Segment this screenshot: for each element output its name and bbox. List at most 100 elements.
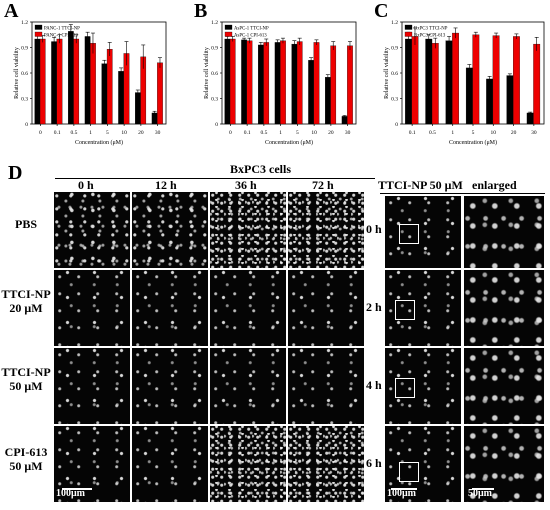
chart-a-bar-0-6 (135, 92, 141, 125)
chart-b-ytick-label-1: 0.3 (211, 97, 218, 103)
chart-c-legend-swatch-0 (404, 24, 413, 30)
row-label-pbs: PBS (0, 217, 52, 231)
chart-a-xtick-label-5: 10 (121, 130, 127, 136)
chart-b-xtick-label-6: 20 (328, 130, 334, 136)
micro-ttci50-72h (288, 348, 364, 424)
right-time-6h: 6 h (366, 456, 382, 470)
roi-box-4h (395, 378, 415, 398)
chart-b-ytick-label-0: 0 (215, 122, 218, 128)
chart-b-bar-0-4 (291, 43, 298, 125)
chart-c-legend-label-1: BxPC3 CPI-613 (414, 34, 446, 39)
chart-c-bar-0-0 (405, 38, 412, 125)
micro-pbs-12h (132, 192, 208, 268)
chart-a-xtick-label-4: 5 (106, 130, 109, 136)
chart-c-bar-0-1 (425, 38, 433, 125)
row-label-ttci-20-line2: 20 μM (9, 301, 43, 315)
roi-box-0h (399, 224, 419, 244)
micro-enlarged-4h (464, 348, 544, 424)
chart-b-panel-letter: B (194, 0, 207, 22)
chart-c-bar-1-4 (492, 35, 500, 125)
right-time-0h: 0 h (366, 222, 382, 236)
chart-b-xtick-label-1: 0.1 (244, 130, 251, 136)
chart-a-bar-1-2 (73, 38, 80, 125)
row-label-cpi-50: CPI-613 50 μM (0, 445, 52, 473)
chart-c-xtick-label-0: 0.1 (409, 130, 416, 136)
row-label-cpi-50-line2: 50 μM (9, 459, 43, 473)
chart-b-bar-1-7 (347, 45, 353, 125)
chart-a-bar-0-0 (34, 38, 41, 125)
chart-b-xtick-label-5: 10 (311, 130, 317, 136)
chart-b-legend-label-1: AsPC-1 CPI-613 (234, 34, 267, 39)
chart-a-legend-swatch-0 (34, 24, 43, 30)
chart-b-xtick-label-4: 5 (296, 130, 299, 136)
chart-a-panel-letter: A (4, 0, 19, 22)
micro-cpi50-12h (132, 426, 208, 502)
chart-b-bar-1-4 (296, 41, 303, 125)
chart-b-bar-0-1 (241, 39, 247, 125)
scalebar-line-2 (391, 488, 417, 490)
chart-b-bar-1-1 (246, 40, 253, 125)
row-label-pbs-line1: PBS (14, 217, 37, 231)
chart-c-xtick-label-2: 1 (451, 130, 454, 136)
chart-c-bar-1-5 (513, 36, 520, 125)
micro-pbs-36h (210, 192, 286, 268)
row-label-ttci-20: TTCI-NP 20 μM (0, 287, 52, 315)
panel-d: D BxPC3 cells 0 h 12 h 36 h 72 h TTCI-NP… (0, 160, 550, 510)
chart-c-ytick-label-0: 0 (395, 122, 398, 128)
chart-b-legend-label-0: AsPC-1 TTCI-NP (234, 27, 269, 32)
chart-a-ytick-label-3: 0.9 (21, 46, 28, 52)
chart-b-bar-0-3 (274, 42, 281, 125)
micro-cpi50-0h: 100μm (54, 426, 130, 502)
chart-c-xtick-label-3: 5 (472, 130, 475, 136)
micro-cpi50-36h (210, 426, 286, 502)
chart-c-panel-letter: C (374, 0, 388, 22)
chart-a-ytick-label-1: 0.3 (21, 97, 28, 103)
row-label-ttci-50-line2: 50 μM (9, 379, 43, 393)
row-label-ttci-50: TTCI-NP 50 μM (0, 365, 52, 393)
chart-b-xtick-label-0: 0 (229, 130, 232, 136)
chart-b-ytick-label-4: 1.2 (211, 20, 218, 26)
chart-c-xtick-label-5: 20 (511, 130, 517, 136)
row-label-ttci-50-line1: TTCI-NP (1, 365, 51, 379)
right-panel-title: TTCI-NP 50 μM (378, 178, 463, 192)
chart-c-legend-label-0: BxPC3 TTCI-NP (414, 27, 448, 32)
chart-b-bar-1-0 (229, 38, 236, 125)
time-header-36: 36 h (235, 178, 257, 192)
chart-a-bar-1-4 (106, 49, 113, 125)
chart-a-xtick-label-6: 20 (138, 130, 144, 136)
chart-c-xtick-label-4: 10 (491, 130, 497, 136)
micro-pbs-0h (54, 192, 130, 268)
right-rule (380, 193, 545, 194)
micro-enlarged-0h (464, 196, 544, 268)
chart-c-xlabel: Concentration (μM) (449, 139, 497, 146)
chart-c-bar-1-1 (431, 43, 439, 125)
chart-c-bar-0-2 (445, 40, 453, 125)
chart-c-bar-1-0 (411, 36, 419, 125)
micro-ttci50-tl-6h: 100μm (385, 426, 461, 502)
micro-enlarged-2h (464, 270, 544, 346)
chart-b-bar-0-0 (224, 38, 231, 125)
chart-c-bar-1-6 (533, 43, 541, 125)
chart-a-legend-swatch-1 (34, 31, 43, 37)
chart-b-xtick-label-2: 0.5 (260, 130, 267, 136)
chart-a-ytick-label-2: 0.6 (21, 71, 28, 77)
roi-box-6h (399, 462, 419, 482)
title-rule (55, 178, 375, 179)
chart-a-bar-1-3 (90, 43, 96, 125)
chart-c-xtick-label-6: 30 (531, 130, 537, 136)
chart-a-bar-0-4 (101, 63, 108, 125)
viability-charts: A 0 0.3 0.6 0.9 1.2 Relative cell viability 0 0.… (4, 0, 545, 146)
chart-a-bar-0-1 (51, 41, 57, 125)
chart-b-bar-1-6 (330, 45, 337, 125)
chart-a-legend-label-0: PANC-1 TTCI-NP (44, 27, 80, 32)
chart-a-legend-label-1: PANC-1 CPI-613 (44, 34, 78, 39)
chart-a-bar-0-5 (118, 71, 124, 125)
row-label-cpi-50-line1: CPI-613 (4, 445, 48, 459)
chart-b-bar-0-2 (258, 44, 264, 125)
micro-cpi50-72h (288, 426, 364, 502)
scalebar-label-2: 100μm (387, 488, 416, 499)
chart-a-xtick-label-3: 1 (89, 130, 92, 136)
micro-ttci50-12h (132, 348, 208, 424)
row-label-ttci-20-line1: TTCI-NP (1, 287, 51, 301)
chart-c-ylabel: Relative cell viability (384, 47, 390, 99)
